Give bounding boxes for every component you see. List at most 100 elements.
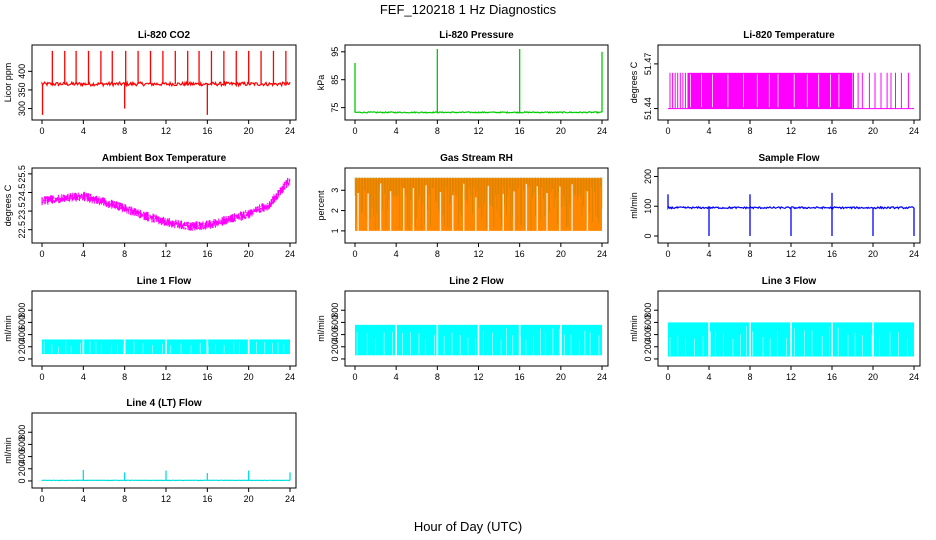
x-tick-label: 4 — [706, 126, 711, 136]
x-tick-label: 8 — [747, 372, 752, 382]
y-tick-label: 800 — [17, 303, 27, 318]
band-segment-4 — [832, 322, 873, 357]
series-li-820-temperature — [668, 72, 914, 110]
y-tick-label: 400 — [17, 449, 27, 464]
x-tick-label: 4 — [81, 249, 86, 259]
x-tick-label: 0 — [665, 126, 670, 136]
x-tick-label: 16 — [202, 494, 212, 504]
y-tick-label: 24.5 — [17, 184, 27, 202]
y-tick-label: 0 — [17, 478, 27, 483]
y-tick-label: 95 — [330, 47, 340, 57]
series-sample-flow — [667, 192, 915, 237]
y-axis-label: Licor ppm — [3, 63, 13, 103]
panel-sample-flow: Sample Flow 0 4 8 12 16 20 24 0 100 200 ml/min — [629, 153, 921, 259]
y-tick-label: 600 — [17, 437, 27, 452]
x-tick-label: 0 — [665, 249, 670, 259]
x-tick-label: 12 — [473, 372, 483, 382]
y-tick-label: 600 — [17, 315, 27, 330]
plot-frame — [31, 44, 297, 121]
x-tick-label: 20 — [244, 126, 254, 136]
series-line — [41, 80, 291, 88]
band-segment-1 — [396, 324, 437, 356]
series-line-2-flow — [355, 324, 602, 356]
x-tick-label: 12 — [473, 249, 483, 259]
band-gaps — [357, 183, 589, 231]
series-line-4-lt-flow — [41, 469, 291, 482]
y-tick-label: 0 — [643, 356, 653, 361]
x-axis: 0 4 8 12 16 20 24 — [665, 366, 919, 382]
x-axis: 0 4 8 12 16 20 24 — [39, 243, 295, 259]
y-tick-label: 400 — [643, 327, 653, 342]
y-tick-label: 51.44 — [643, 97, 653, 120]
y-tick-label: 100 — [643, 199, 653, 214]
band-segment-5 — [561, 324, 602, 356]
plot-frame — [657, 167, 921, 244]
series-line — [354, 110, 603, 114]
y-tick-label: 200 — [643, 169, 653, 184]
panel-title: Line 1 Flow — [137, 276, 192, 287]
x-axis: 0 4 8 12 16 20 24 — [352, 366, 607, 382]
y-tick-label: 800 — [17, 425, 27, 440]
x-tick-label: 16 — [827, 249, 837, 259]
x-tick-label: 4 — [394, 372, 399, 382]
x-axis: 0 4 8 12 16 20 24 — [665, 243, 919, 259]
panel-title: Gas Stream RH — [440, 153, 513, 164]
y-tick-label: 22.5 — [17, 221, 27, 239]
band-segment-2 — [438, 324, 478, 356]
plot-frame — [344, 167, 609, 244]
x-tick-label: 8 — [435, 249, 440, 259]
x-tick-label: 16 — [827, 126, 837, 136]
y-tick-label: 85 — [330, 75, 340, 85]
panel-title: Li-820 CO2 — [138, 30, 191, 41]
band-gaps — [43, 340, 285, 354]
y-axis-label: percent — [316, 190, 326, 221]
x-axis: 0 4 8 12 16 20 24 — [352, 243, 607, 259]
band-segment-3 — [791, 322, 832, 357]
x-tick-label: 20 — [556, 372, 566, 382]
x-tick-label: 24 — [285, 372, 295, 382]
y-axis: 0 100 200 — [643, 169, 658, 239]
band-segment-1 — [84, 339, 124, 355]
x-tick-label: 24 — [909, 249, 919, 259]
x-tick-label: 24 — [285, 126, 295, 136]
y-tick-label: 75 — [330, 103, 340, 113]
x-tick-label: 12 — [161, 372, 171, 382]
y-axis-label: degrees C — [629, 61, 639, 103]
y-axis-label: ml/min — [629, 315, 639, 342]
x-tick-label: 8 — [747, 126, 752, 136]
y-tick-label: 200 — [643, 339, 653, 354]
series-li-820-pressure — [354, 49, 603, 114]
y-tick-label: 800 — [643, 303, 653, 318]
x-tick-label: 8 — [122, 126, 127, 136]
x-tick-label: 12 — [786, 126, 796, 136]
y-tick-label: 600 — [643, 315, 653, 330]
band-gaps — [690, 74, 840, 108]
y-axis-label: ml/min — [3, 437, 13, 464]
y-tick-label: 800 — [330, 303, 340, 318]
x-tick-label: 24 — [285, 494, 295, 504]
y-tick-label: 1 — [330, 228, 340, 233]
x-tick-label: 4 — [394, 249, 399, 259]
x-axis: 0 4 8 12 16 20 24 — [39, 488, 295, 504]
band-edge-lines — [668, 72, 914, 110]
band-gaps — [669, 326, 908, 356]
panel-title: Sample Flow — [758, 153, 819, 164]
panel-ambient-box-temperature: Ambient Box Temperature 0 4 8 12 16 20 24 22.523… — [3, 153, 297, 259]
x-tick-label: 8 — [122, 372, 127, 382]
y-tick-label: 51.47 — [643, 53, 653, 76]
band-segment-2 — [125, 339, 166, 355]
y-tick-label: 23.5 — [17, 202, 27, 220]
band-segment-5 — [249, 339, 290, 355]
band-gaps — [356, 328, 600, 355]
y-axis-label: degrees C — [3, 184, 13, 226]
x-tick-label: 16 — [202, 372, 212, 382]
x-tick-label: 0 — [352, 126, 357, 136]
x-axis: 0 4 8 12 16 20 24 — [39, 366, 295, 382]
x-tick-label: 20 — [244, 249, 254, 259]
x-tick-label: 24 — [909, 126, 919, 136]
band-segment-0 — [687, 72, 853, 109]
y-tick-label: 2 — [330, 208, 340, 213]
